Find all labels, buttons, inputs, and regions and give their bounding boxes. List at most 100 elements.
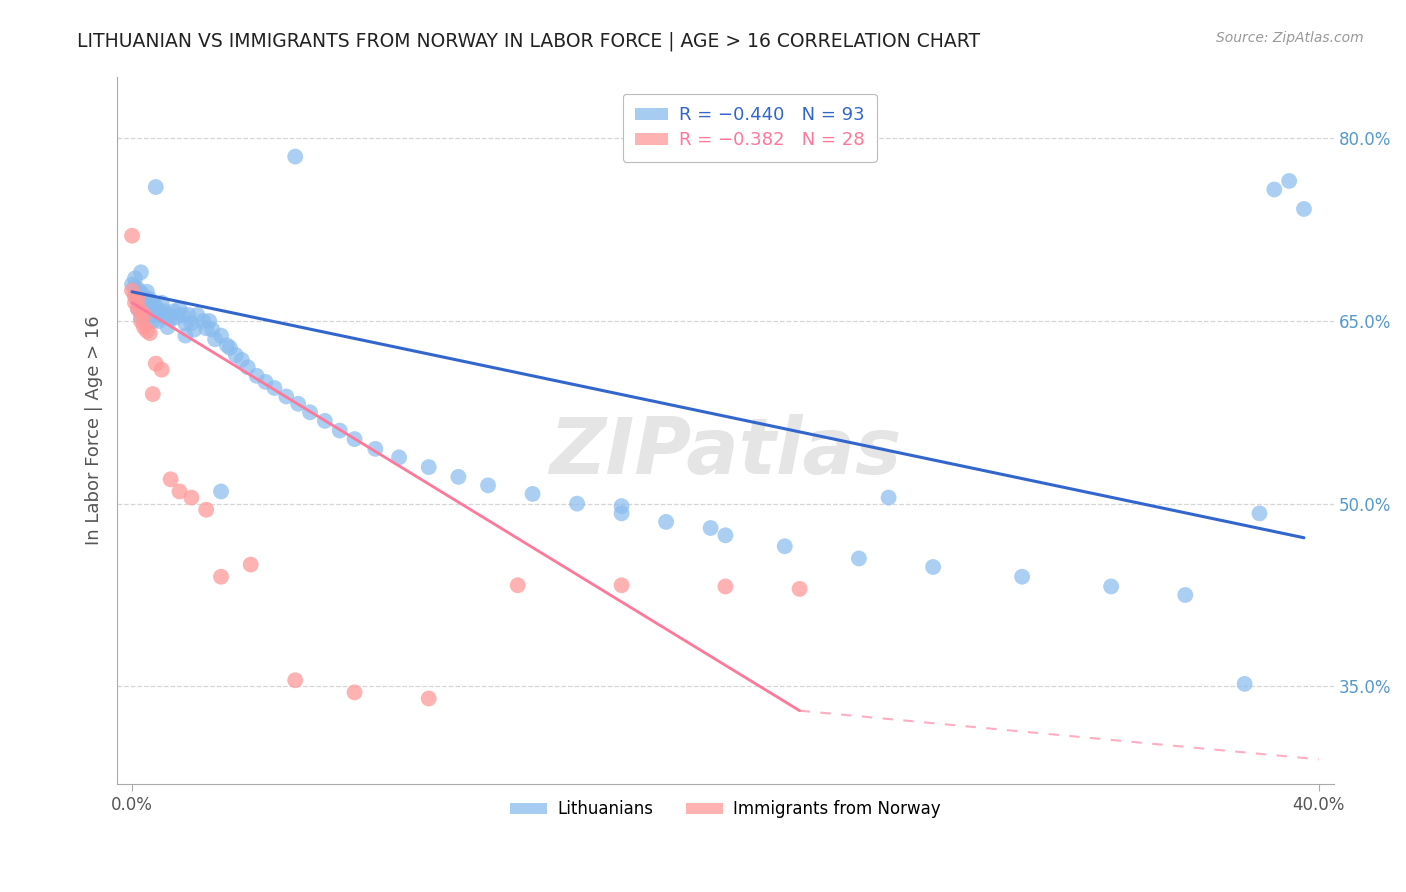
- Point: [148, 304, 170, 318]
- Point: [201, 322, 224, 336]
- Point: [1292, 202, 1315, 216]
- Point: [276, 389, 298, 403]
- Point: [142, 304, 165, 318]
- Point: [789, 582, 811, 596]
- Point: [284, 673, 307, 688]
- Point: [127, 290, 149, 304]
- Point: [124, 290, 146, 304]
- Point: [129, 293, 152, 308]
- Point: [314, 414, 336, 428]
- Point: [418, 460, 440, 475]
- Point: [135, 308, 157, 322]
- Point: [209, 328, 232, 343]
- Point: [129, 304, 152, 318]
- Point: [418, 691, 440, 706]
- Point: [121, 284, 143, 298]
- Point: [877, 491, 900, 505]
- Point: [169, 301, 191, 316]
- Point: [174, 317, 197, 331]
- Point: [132, 305, 155, 319]
- Point: [655, 515, 678, 529]
- Point: [329, 424, 352, 438]
- Text: Source: ZipAtlas.com: Source: ZipAtlas.com: [1216, 31, 1364, 45]
- Point: [219, 341, 242, 355]
- Point: [162, 304, 184, 318]
- Point: [198, 314, 221, 328]
- Point: [135, 292, 157, 306]
- Point: [169, 484, 191, 499]
- Point: [364, 442, 387, 456]
- Point: [263, 381, 285, 395]
- Point: [287, 397, 309, 411]
- Point: [145, 180, 167, 194]
- Point: [195, 502, 218, 516]
- Point: [139, 326, 162, 341]
- Point: [236, 360, 259, 375]
- Point: [127, 301, 149, 316]
- Point: [447, 470, 470, 484]
- Point: [156, 320, 179, 334]
- Point: [124, 280, 146, 294]
- Point: [180, 317, 202, 331]
- Point: [135, 301, 157, 315]
- Point: [193, 314, 215, 328]
- Text: LITHUANIAN VS IMMIGRANTS FROM NORWAY IN LABOR FORCE | AGE > 16 CORRELATION CHART: LITHUANIAN VS IMMIGRANTS FROM NORWAY IN …: [77, 31, 980, 51]
- Point: [1011, 570, 1033, 584]
- Point: [299, 405, 322, 419]
- Point: [239, 558, 262, 572]
- Point: [610, 578, 633, 592]
- Point: [1174, 588, 1197, 602]
- Point: [127, 282, 149, 296]
- Point: [124, 271, 146, 285]
- Point: [209, 484, 232, 499]
- Point: [1278, 174, 1301, 188]
- Point: [142, 314, 165, 328]
- Point: [129, 265, 152, 279]
- Point: [127, 295, 149, 310]
- Point: [150, 295, 173, 310]
- Point: [172, 308, 194, 322]
- Point: [150, 362, 173, 376]
- Point: [254, 375, 277, 389]
- Point: [714, 579, 737, 593]
- Point: [166, 310, 188, 325]
- Y-axis label: In Labor Force | Age > 16: In Labor Force | Age > 16: [86, 316, 103, 545]
- Point: [135, 324, 157, 338]
- Point: [195, 321, 218, 335]
- Point: [145, 308, 167, 322]
- Point: [204, 332, 226, 346]
- Point: [183, 322, 205, 336]
- Point: [343, 432, 366, 446]
- Point: [773, 539, 796, 553]
- Point: [1249, 507, 1271, 521]
- Point: [1233, 677, 1256, 691]
- Point: [477, 478, 499, 492]
- Point: [714, 528, 737, 542]
- Point: [145, 357, 167, 371]
- Point: [246, 368, 269, 383]
- Point: [132, 308, 155, 322]
- Point: [174, 328, 197, 343]
- Point: [1263, 182, 1285, 196]
- Point: [129, 314, 152, 328]
- Point: [142, 295, 165, 310]
- Point: [135, 285, 157, 299]
- Point: [159, 472, 181, 486]
- Point: [121, 277, 143, 292]
- Point: [150, 309, 173, 323]
- Point: [186, 308, 208, 322]
- Point: [127, 301, 149, 316]
- Point: [124, 295, 146, 310]
- Point: [284, 150, 307, 164]
- Point: [148, 314, 170, 328]
- Point: [209, 570, 232, 584]
- Point: [132, 298, 155, 312]
- Point: [127, 292, 149, 306]
- Point: [159, 311, 181, 326]
- Text: ZIPatlas: ZIPatlas: [550, 414, 901, 490]
- Point: [522, 487, 544, 501]
- Point: [142, 387, 165, 401]
- Point: [177, 308, 200, 322]
- Point: [610, 499, 633, 513]
- Point: [132, 320, 155, 334]
